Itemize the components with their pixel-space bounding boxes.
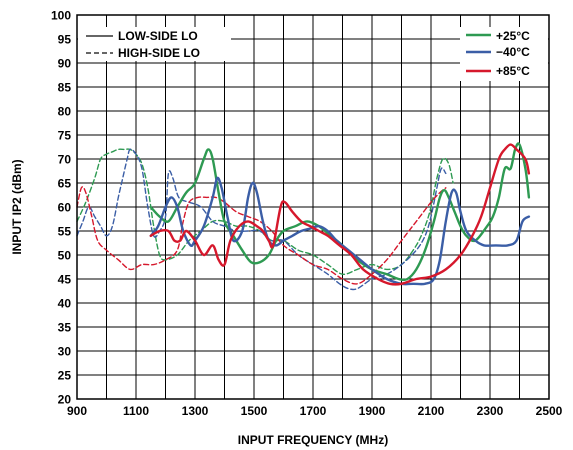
x-axis-label: INPUT FREQUENCY (MHz) (238, 433, 388, 447)
tick-labels: 900 1100 1300 1500 1700 1900 2100 2300 2500 20 25 3… (51, 9, 563, 419)
y-tick-label: 20 (58, 393, 72, 407)
legend-label-25c: +25°C (496, 29, 530, 43)
legend-temp: +25°C −40°C +85°C (460, 27, 548, 81)
series-line-low-40C (149, 176, 531, 286)
x-tick-label: 2100 (418, 404, 445, 418)
x-tick-label: 1900 (359, 404, 386, 418)
y-tick-label: 35 (58, 321, 72, 335)
x-tick-label: 2300 (477, 404, 504, 418)
y-tick-label: 55 (58, 225, 72, 239)
y-tick-label: 90 (58, 57, 72, 71)
y-tick-label: 45 (58, 273, 72, 287)
x-tick-label: 1100 (123, 404, 149, 418)
y-tick-label: 100 (51, 9, 71, 23)
series-line-high-25C (76, 148, 454, 275)
legend-style: LOW-SIDE LO HIGH-SIDE LO (78, 27, 231, 61)
y-tick-label: 65 (58, 177, 72, 191)
legend-label-85c: +85°C (496, 64, 530, 78)
y-tick-label: 25 (58, 369, 72, 383)
y-tick-label: 70 (58, 153, 72, 167)
legend-high-side-lo: HIGH-SIDE LO (118, 46, 200, 60)
x-tick-label: 1300 (182, 404, 209, 418)
y-tick-label: 30 (58, 345, 72, 359)
x-tick-label: 2500 (536, 404, 563, 418)
legend-style-box (78, 27, 231, 61)
series-lines (76, 142, 531, 291)
y-tick-label: 40 (58, 297, 72, 311)
y-tick-label: 60 (58, 201, 72, 215)
y-tick-label: 95 (58, 33, 72, 47)
series-line-low-85C (149, 143, 531, 286)
legend-label-m40c: −40°C (496, 45, 530, 59)
legend-low-side-lo: LOW-SIDE LO (118, 29, 198, 43)
x-tick-label: 1700 (300, 404, 327, 418)
y-tick-label: 80 (58, 105, 72, 119)
series-line-high-40C (76, 148, 447, 291)
x-tick-label: 1500 (241, 404, 268, 418)
y-tick-label: 75 (58, 129, 72, 143)
y-tick-label: 85 (58, 81, 72, 95)
y-axis-label: INPUT IP2 (dBm) (10, 159, 24, 254)
x-tick-label: 900 (67, 404, 87, 418)
series-line-low-25C (149, 142, 531, 282)
y-tick-label: 50 (58, 249, 72, 263)
plot-frame (76, 14, 550, 400)
